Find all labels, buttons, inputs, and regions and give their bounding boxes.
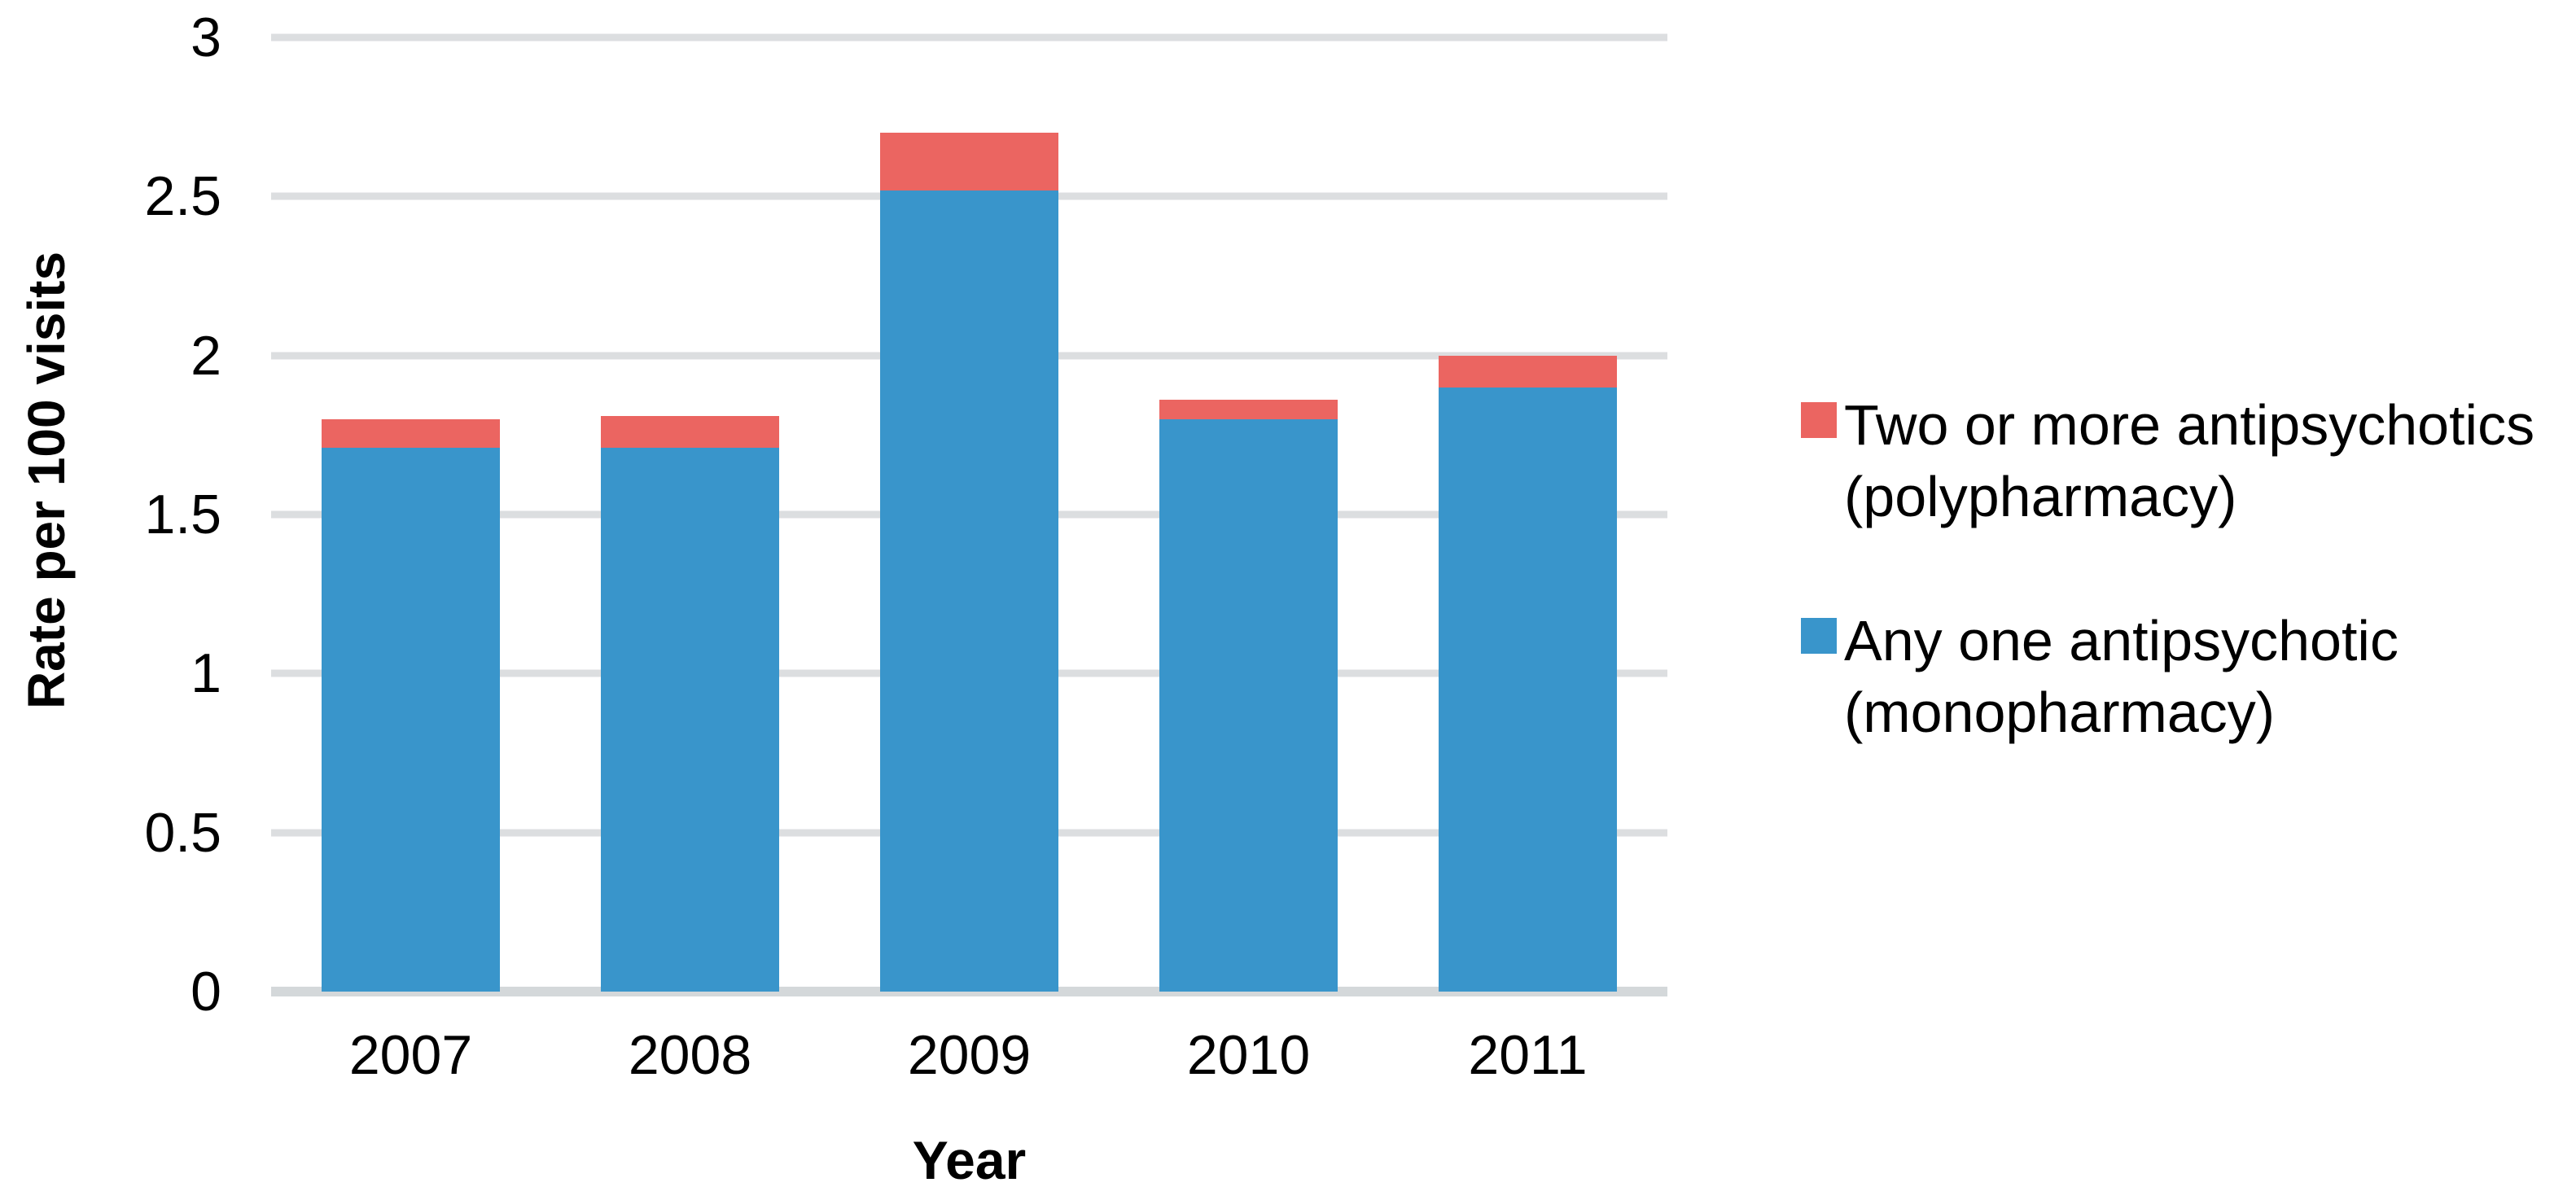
y-tick-labels: 0 0.5 1 1.5 2 2.5 3: [0, 10, 221, 1019]
bar-segment-2008-monopharmacy: [600, 447, 780, 992]
bar-slot-2007: [271, 37, 550, 992]
y-tick-label-2: 2: [191, 324, 221, 387]
bar-slot-2009: [830, 37, 1109, 992]
stacked-bar-2008: [600, 37, 780, 992]
bar-segment-2009-monopharmacy: [879, 190, 1059, 992]
y-tick-label-2.5: 2.5: [144, 165, 221, 228]
y-tick-label-0: 0: [191, 961, 221, 1023]
bar-slot-2011: [1388, 37, 1667, 992]
x-tick-label-2011: 2011: [1468, 1024, 1588, 1086]
stacked-bar-2009: [879, 37, 1059, 992]
y-tick-label-3: 3: [191, 7, 221, 68]
y-tick-label-1: 1: [191, 642, 221, 705]
stacked-bar-2011: [1438, 37, 1618, 992]
gridline-3: [271, 33, 1667, 42]
bar-segment-2007-polypharmacy: [321, 418, 501, 448]
legend-label-monopharmacy: Any one antipsychotic (monopharmacy): [1844, 609, 2399, 744]
y-tick-label-1.5: 1.5: [144, 484, 221, 545]
legend-label-polypharmacy: Two or more antipsychotics (polypharmacy): [1844, 393, 2535, 528]
x-tick-label-2007: 2007: [348, 1024, 473, 1086]
x-tick-labels: 2007 2008 2009 2010 2011: [271, 1027, 1667, 1083]
bar-segment-2010-polypharmacy: [1159, 400, 1338, 419]
bar-slot-2010: [1109, 37, 1388, 992]
bar-segment-2011-monopharmacy: [1438, 387, 1618, 992]
bar-segment-2007-monopharmacy: [321, 447, 501, 992]
legend: Two or more antipsychotics (polypharmacy)…: [1801, 389, 2576, 748]
bars-row: [271, 37, 1667, 992]
x-axis-title: Year: [912, 1130, 1027, 1190]
x-tick-label-2009: 2009: [907, 1024, 1032, 1086]
x-tick-label-2010: 2010: [1186, 1024, 1311, 1086]
x-tick-label-2008: 2008: [628, 1024, 752, 1086]
bar-segment-2009-polypharmacy: [879, 133, 1059, 191]
legend-swatch-polypharmacy: [1801, 402, 1837, 438]
legend-item-monopharmacy: Any one antipsychotic (monopharmacy): [1801, 605, 2576, 748]
bar-segment-2010-monopharmacy: [1159, 418, 1338, 992]
bar-segment-2011-polypharmacy: [1438, 355, 1618, 388]
bar-segment-2008-polypharmacy: [600, 415, 780, 448]
plot-area: [271, 33, 1667, 996]
stacked-bar-2010: [1159, 37, 1338, 992]
legend-swatch-monopharmacy: [1801, 618, 1837, 654]
stacked-bar-2007: [321, 37, 501, 992]
bar-slot-2008: [550, 37, 830, 992]
y-tick-label-0.5: 0.5: [144, 801, 221, 864]
legend-item-polypharmacy: Two or more antipsychotics (polypharmacy): [1801, 389, 2576, 532]
